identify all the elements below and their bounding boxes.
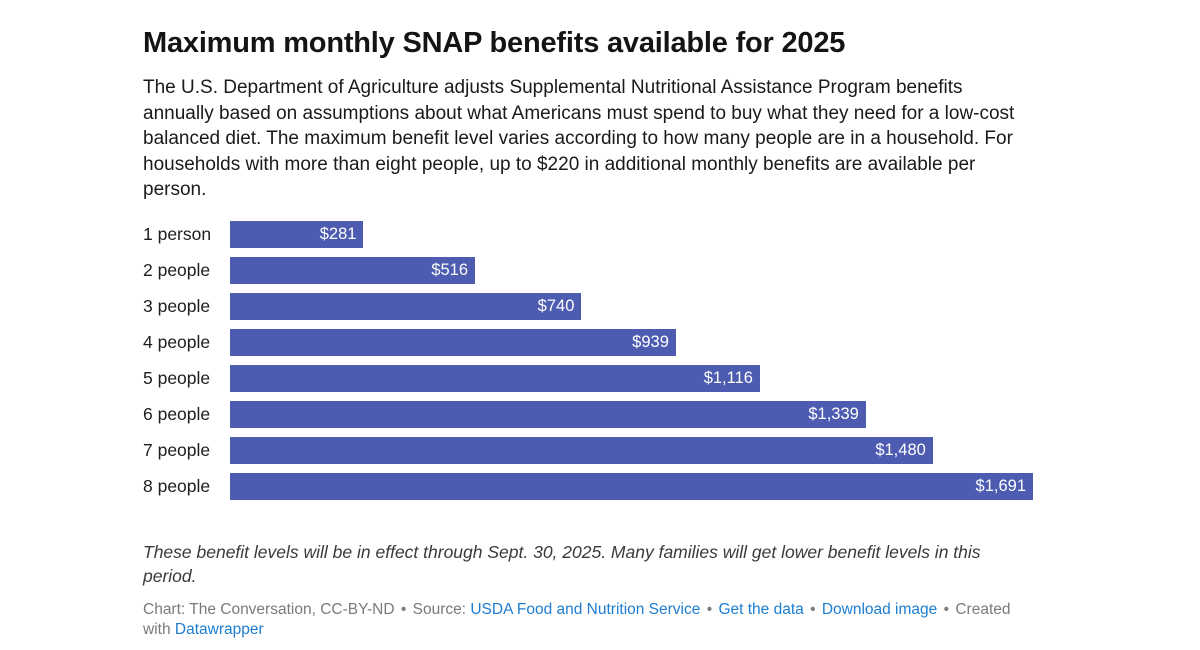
- chart-content: Maximum monthly SNAP benefits available …: [143, 0, 1033, 641]
- get-data-link[interactable]: Get the data: [718, 600, 804, 618]
- bar[interactable]: $281: [230, 220, 364, 248]
- bar[interactable]: $740: [230, 292, 582, 320]
- bar-value-label: $1,116: [703, 368, 753, 387]
- bar-value-label: $281: [319, 224, 357, 243]
- credit-separator: •: [810, 600, 816, 618]
- credit-created-with: Created with: [143, 600, 1011, 639]
- bar-row: 5 people $1,116: [143, 364, 1033, 401]
- category-label: 2 people: [143, 259, 211, 280]
- bar-chart: 1 person $281 2 people $516 3 people $740 4 pe…: [143, 220, 1033, 509]
- category-label: 8 people: [143, 475, 211, 496]
- credit-chart-text: Chart: The Conversation, CC-BY-ND: [143, 600, 395, 618]
- bar-track: $1,691: [230, 472, 1033, 500]
- bar-row: 8 people $1,691: [143, 472, 1033, 509]
- bar[interactable]: $1,339: [230, 400, 866, 428]
- bar-track: $281: [230, 220, 1033, 248]
- bar-value-label: $1,691: [975, 476, 1026, 495]
- bar-track: $939: [230, 328, 1033, 356]
- category-label: 3 people: [143, 295, 211, 316]
- bar-row: 3 people $740: [143, 292, 1033, 329]
- bar-value-label: $939: [632, 332, 669, 351]
- bar[interactable]: $1,691: [230, 472, 1033, 500]
- datawrapper-link[interactable]: Datawrapper: [174, 621, 264, 639]
- bar-value-label: $1,339: [808, 404, 859, 423]
- bar-track: $1,480: [230, 436, 1033, 464]
- credit-source-label: Source:: [412, 600, 467, 618]
- chart-credit-line: Chart: The Conversation, CC-BY-ND • Sour…: [143, 600, 1038, 641]
- bar-row: 1 person $281: [143, 220, 1033, 257]
- credit-separator: •: [400, 600, 407, 618]
- bar-value-label: $516: [431, 260, 469, 279]
- bar-track: $1,339: [230, 400, 1033, 428]
- bar-value-label: $1,480: [875, 440, 926, 459]
- bar-value-label: $740: [537, 296, 575, 315]
- source-link[interactable]: USDA Food and Nutrition Service: [470, 600, 701, 618]
- chart-title: Maximum monthly SNAP benefits available …: [143, 27, 846, 59]
- bar[interactable]: $1,480: [230, 436, 933, 464]
- credit-separator: •: [943, 600, 950, 618]
- bar[interactable]: $516: [230, 256, 476, 284]
- bar[interactable]: $939: [230, 328, 676, 356]
- category-label: 7 people: [143, 439, 211, 460]
- bar-track: $740: [230, 292, 1033, 320]
- bar-row: 6 people $1,339: [143, 400, 1033, 437]
- category-label: 6 people: [143, 403, 211, 424]
- category-label: 5 people: [143, 367, 211, 388]
- bar-row: 2 people $516: [143, 256, 1033, 293]
- credit-separator: •: [706, 600, 713, 618]
- bar-row: 4 people $939: [143, 328, 1033, 365]
- chart-description: The U.S. Department of Agriculture adjus…: [143, 77, 1015, 201]
- chart-footnote: These benefit levels will be in effect t…: [143, 541, 981, 587]
- bar-row: 7 people $1,480: [143, 436, 1033, 473]
- bar-track: $1,116: [230, 364, 1033, 392]
- bar-track: $516: [230, 256, 1033, 284]
- download-image-link[interactable]: Download image: [821, 600, 938, 618]
- category-label: 4 people: [143, 331, 211, 352]
- category-label: 1 person: [143, 223, 212, 244]
- bar[interactable]: $1,116: [230, 364, 760, 392]
